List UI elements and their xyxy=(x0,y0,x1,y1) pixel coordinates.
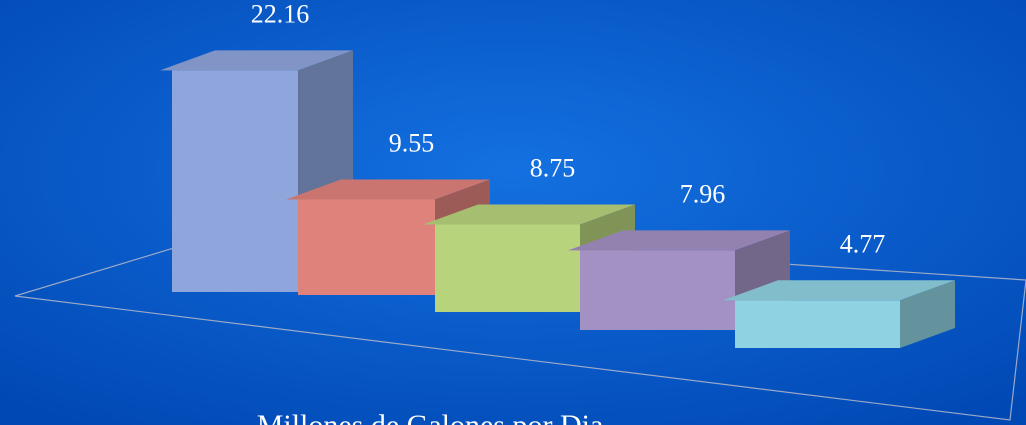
bar-top xyxy=(723,280,955,301)
bar xyxy=(735,300,900,348)
bar xyxy=(580,250,735,330)
bar-top xyxy=(423,204,635,225)
bars: 22.16 9.55 8.75 7.96 4.77 xyxy=(160,0,955,348)
bar xyxy=(435,224,580,312)
bar xyxy=(298,199,435,295)
bar-side xyxy=(900,280,955,348)
value-label: 22.16 xyxy=(251,0,310,28)
value-label: 7.96 xyxy=(680,179,726,208)
value-label: 9.55 xyxy=(389,129,435,158)
value-label: 4.77 xyxy=(840,229,886,258)
value-label: 8.75 xyxy=(530,154,576,183)
bar xyxy=(172,70,298,293)
bar-top xyxy=(160,50,353,71)
x-axis-label: Millones de Galones por Dia xyxy=(257,409,604,425)
bar-top xyxy=(568,230,790,251)
bar-top xyxy=(286,179,490,200)
floor xyxy=(14,227,1026,421)
